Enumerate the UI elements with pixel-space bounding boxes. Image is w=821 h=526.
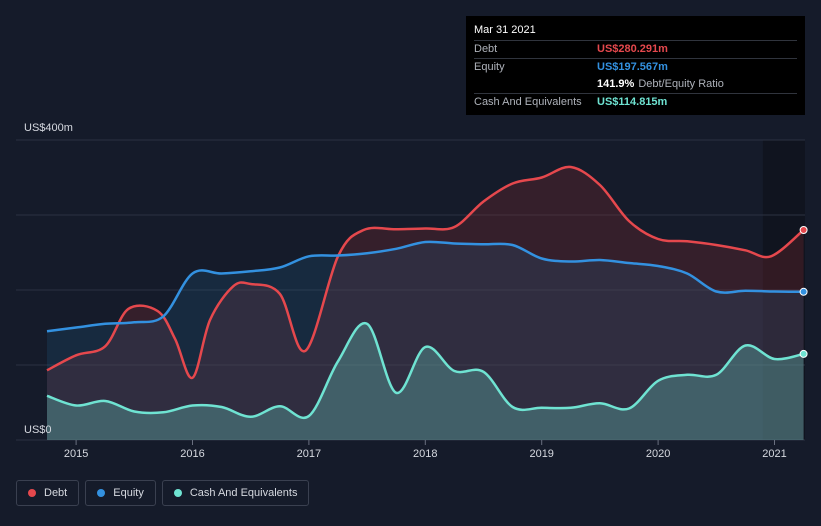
end-dot-cash[interactable]	[799, 349, 808, 358]
tooltip-cash-label: Cash And Equivalents	[474, 96, 582, 108]
x-tick-label-2021: 2021	[762, 448, 786, 460]
tooltip-row-cash: Cash And Equivalents US$114.815m	[474, 93, 797, 111]
legend-dot-equity	[97, 489, 106, 497]
y-tick-label-400: US$400m	[24, 122, 73, 134]
line-equity	[46, 240, 804, 333]
legend-item-equity[interactable]: Equity	[85, 480, 156, 506]
legend-dot-debt	[28, 489, 36, 497]
legend-item-cash[interactable]: Cash And Equivalents	[161, 480, 310, 506]
x-tick-label-2015: 2015	[64, 448, 88, 460]
area-debt	[47, 166, 804, 440]
x-tick-label-2018: 2018	[413, 448, 437, 460]
tooltip-date: Mar 31 2021	[474, 24, 536, 36]
tooltip: Mar 31 2021 Debt US$280.291m Equity US$1…	[466, 16, 805, 115]
tooltip-debt-label: Debt	[474, 43, 498, 55]
y-tick-label-0: US$0	[24, 424, 52, 436]
legend-label-debt: Debt	[44, 487, 68, 499]
x-tick-label-2016: 2016	[180, 448, 204, 460]
tooltip-ratio-label: Debt/Equity Ratio	[638, 78, 724, 90]
series-end-markers	[799, 226, 808, 358]
tooltip-row-equity: Equity US$197.567m	[474, 58, 797, 76]
line-cash	[46, 322, 804, 419]
x-tick-label-2019: 2019	[529, 448, 553, 460]
tooltip-equity-value: US$197.567m	[597, 61, 668, 73]
tooltip-row-debt: Debt US$280.291m	[474, 40, 797, 58]
legend-label-cash: Cash And Equivalents	[189, 487, 298, 499]
end-dot-debt[interactable]	[799, 226, 808, 234]
tooltip-cash-value: US$114.815m	[597, 96, 668, 108]
grid-lines	[16, 139, 805, 441]
tooltip-debt-value: US$280.291m	[597, 43, 668, 55]
series-areas	[47, 166, 804, 440]
tooltip-ratio-value: 141.9%	[597, 78, 635, 90]
end-dot-equity[interactable]	[799, 287, 808, 296]
x-tick-label-2020: 2020	[646, 448, 670, 460]
legend-item-debt[interactable]: Debt	[16, 480, 80, 506]
line-debt	[46, 165, 805, 380]
chart-legend: Debt Equity Cash And Equivalents	[16, 480, 310, 506]
tooltip-row-ratio: 141.9% Debt/Equity Ratio	[474, 76, 797, 93]
x-axis: 2015 2016 2017 2018 2019 2020 2021	[64, 440, 787, 460]
tooltip-equity-label: Equity	[474, 61, 505, 73]
x-tick-label-2017: 2017	[297, 448, 321, 460]
area-equity	[47, 241, 804, 440]
y-axis: US$400m US$0	[24, 122, 73, 436]
legend-dot-cash	[173, 489, 182, 497]
series-lines	[46, 165, 805, 419]
legend-label-equity: Equity	[113, 487, 144, 499]
area-cash	[47, 323, 804, 440]
